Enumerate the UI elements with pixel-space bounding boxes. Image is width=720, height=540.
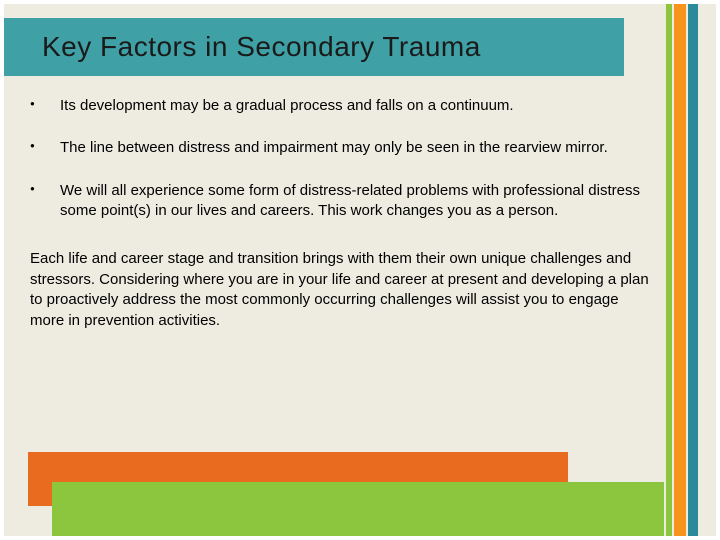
title-bar: Key Factors in Secondary Trauma xyxy=(4,18,624,76)
accent-stripe-orange xyxy=(674,4,686,536)
bullet-item: Its development may be a gradual process… xyxy=(24,96,644,116)
bullet-item: The line between distress and impairment… xyxy=(24,138,644,158)
slide-container: Key Factors in Secondary Trauma Its deve… xyxy=(4,4,716,536)
accent-stripe-teal xyxy=(688,4,698,536)
slide-title: Key Factors in Secondary Trauma xyxy=(42,31,481,63)
footer-block-green xyxy=(52,482,664,536)
bullet-list: Its development may be a gradual process… xyxy=(24,96,644,221)
accent-stripe-green xyxy=(666,4,672,536)
bullet-item: We will all experience some form of dist… xyxy=(24,181,644,222)
body-paragraph: Each life and career stage and transitio… xyxy=(24,249,654,332)
slide-content: Its development may be a gradual process… xyxy=(24,96,644,332)
